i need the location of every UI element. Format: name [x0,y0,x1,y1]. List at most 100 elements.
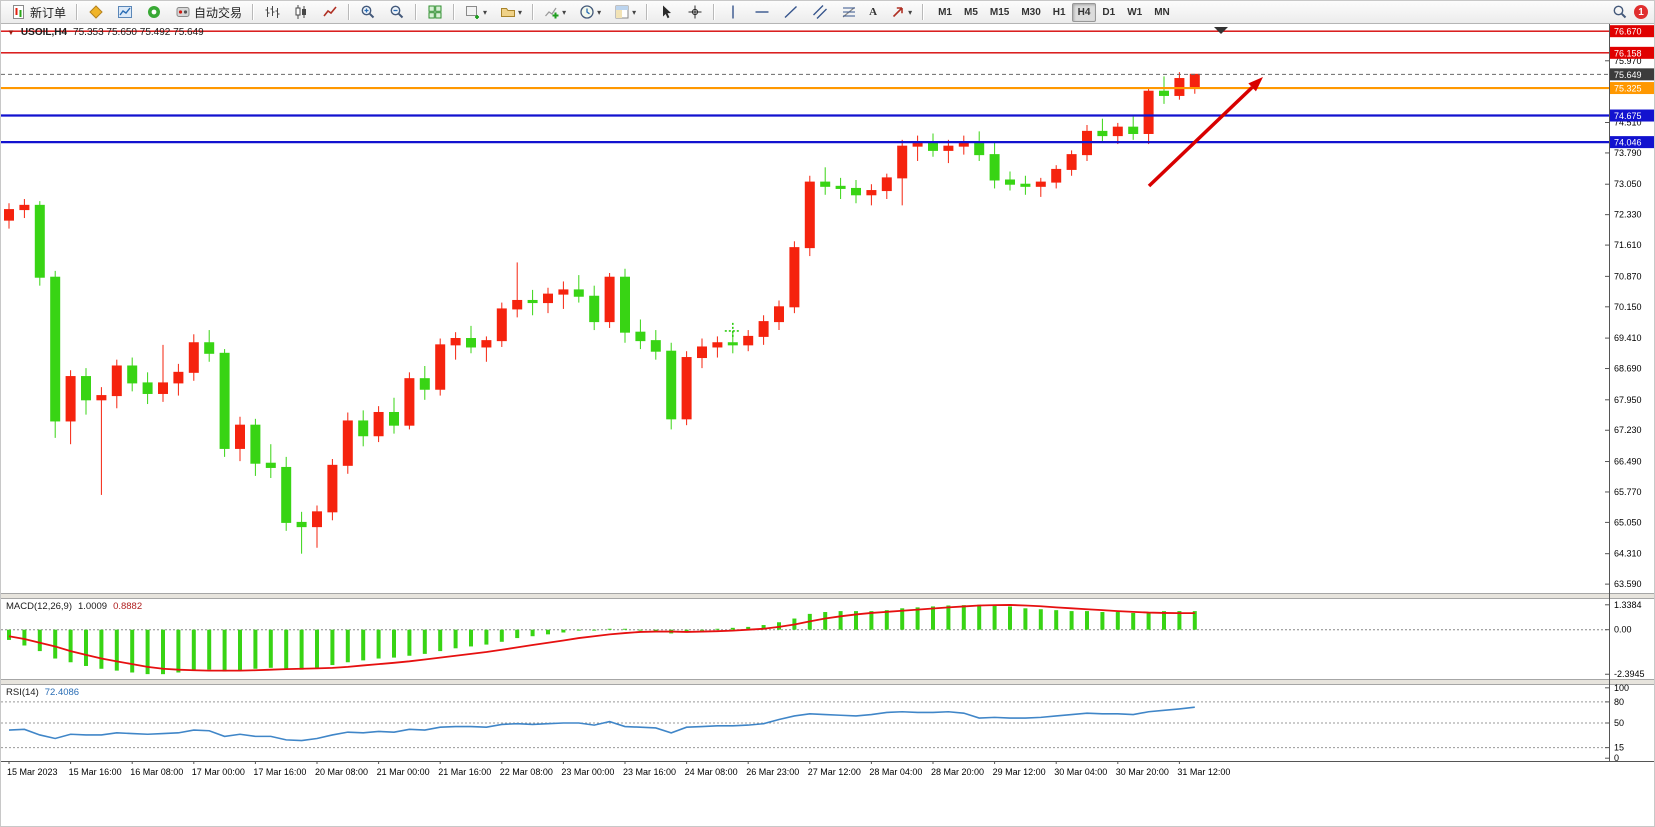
candle-body [481,340,492,348]
price-tick-label: 73.050 [1614,179,1642,189]
candle-body [342,420,353,466]
candle-body [820,181,831,187]
templates-button[interactable]: ▾ [608,2,641,22]
fibonacci-tool-button[interactable] [835,2,862,22]
charts-window-button[interactable] [111,2,138,22]
timeframe-button-h1[interactable]: H1 [1052,6,1066,18]
candle-body [142,382,153,394]
timeframe-button-w1[interactable]: W1 [1127,6,1143,18]
price-line-label-bg [1610,109,1654,122]
timeframe-button-m5[interactable]: M5 [963,6,978,18]
price-tick-label: 69.410 [1614,333,1642,343]
timeframe-button-m1[interactable]: M1 [938,6,952,18]
time-axis[interactable]: 15 Mar 2023 15 Mar 16:00 16 Mar 08:00 17 Ma… [1,761,1655,777]
candle-body [1112,126,1123,137]
zoom-in-button[interactable] [354,2,381,22]
time-tick-label: 15 Mar 2023 [7,767,58,777]
autotrading-icon [174,4,191,21]
metaquotes-button[interactable] [140,2,167,22]
pane-divider[interactable] [1,679,1655,685]
candle-body [96,395,107,401]
trend-arrow-head[interactable] [1248,77,1263,92]
profiles-button[interactable]: ▾ [494,2,527,22]
vertical-line-icon [724,4,741,21]
timeframe-button-mn[interactable]: MN [1154,6,1170,18]
time-tick-label: 22 Mar 08:00 [500,767,553,777]
price-axis[interactable]: 75.970 74.510 73.790 73.050 72.330 71.610 70.8… [1605,24,1655,763]
macd-tick-label: -2.3945 [1614,669,1645,679]
line-chart-button[interactable] [316,2,343,22]
profiles-icon [499,4,516,21]
candle-body [435,344,446,390]
zoom-out-button[interactable] [383,2,410,22]
toolbar-separator [252,4,254,20]
candle-body [1051,168,1062,183]
channel-tool-button[interactable] [806,2,833,22]
candlestick-chart-icon [292,4,309,21]
candle-body [1159,90,1169,96]
vertical-line-tool-button[interactable] [719,2,746,22]
timeframe-button-m15[interactable]: M15 [989,6,1010,18]
price-tick-label: 75.970 [1614,56,1642,66]
timeframe-button-m30[interactable]: M30 [1021,6,1041,18]
time-tick-label: 24 Mar 08:00 [685,767,738,777]
periods-button[interactable]: ▾ [573,2,606,22]
candle-body [758,321,769,337]
trend-arrow[interactable] [1147,86,1254,188]
pane-divider[interactable] [1,593,1655,599]
charts-window-icon [116,4,133,21]
text-tool-button[interactable]: A [864,2,882,22]
price-line-label: 76.158 [1614,48,1642,58]
candle-body [1143,90,1154,134]
mql5-community-button[interactable] [82,2,109,22]
indicators-button[interactable]: ▾ [538,2,571,22]
new-order-button[interactable]: 新订单 [5,2,71,22]
price-tick-label: 66.490 [1614,457,1642,467]
cursor-tool-button[interactable] [652,2,679,22]
crosshair-tool-button[interactable] [681,2,708,22]
time-tick-label: 17 Mar 00:00 [192,767,245,777]
trendline-tool-button[interactable] [777,2,804,22]
timeframe-button-d1[interactable]: D1 [1102,6,1116,18]
chart-canvas[interactable]: 75.970 74.510 73.790 73.050 72.330 71.610 70.8… [1,24,1655,827]
tile-windows-icon [426,4,443,21]
toolbar-separator [532,4,534,20]
bar-chart-button[interactable] [258,2,285,22]
time-tick-label: 17 Mar 16:00 [253,767,306,777]
pattern-cross-marker[interactable] [724,322,741,339]
arrows-tool-button[interactable]: ▾ [884,2,917,22]
hline-objects [1,30,1609,144]
candle-body [543,293,553,304]
search-icon[interactable] [1611,4,1628,21]
candle-body [512,299,523,310]
candle-body [450,338,461,346]
toolbar-separator [76,4,78,20]
autotrading-button[interactable]: 自动交易 [169,2,247,22]
candle-body [389,411,399,426]
candle-body [697,346,707,359]
toolbar-separator [415,4,417,20]
horizontal-line-tool-button[interactable] [748,2,775,22]
candle-body [989,154,1000,181]
new-chart-button[interactable]: ▾ [459,2,492,22]
candle-body [204,342,215,354]
price-tick-label: 72.330 [1614,210,1642,220]
price-tick-label: 70.150 [1614,302,1642,312]
price-line-label: 75.325 [1614,84,1642,94]
dropdown-caret-icon: ▾ [518,7,523,17]
crosshair-icon [686,4,703,21]
candle-body [1066,154,1077,170]
candle-body [250,424,261,464]
candle-body [466,338,476,348]
chart-shift-marker-icon[interactable] [1214,27,1228,34]
timeframe-button-h4[interactable]: H4 [1071,2,1097,22]
rsi-tick-label: 50 [1614,718,1624,728]
arrow-tool-icon [889,4,906,21]
candle-body [1128,126,1139,134]
tile-windows-button[interactable] [421,2,448,22]
notification-badge[interactable]: 1 [1634,5,1648,19]
candlestick-chart-button[interactable] [287,2,314,22]
candle-body [727,342,738,346]
price-tick-label: 68.690 [1614,364,1642,374]
